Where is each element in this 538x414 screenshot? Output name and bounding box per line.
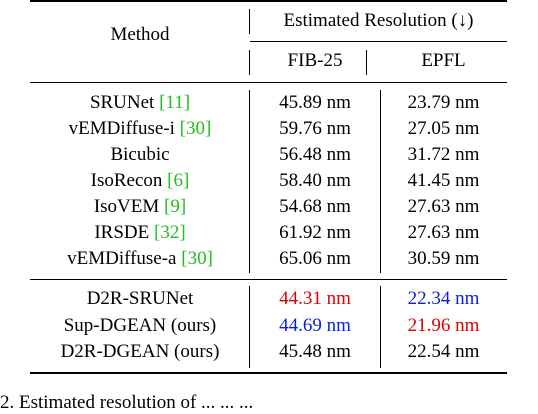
row-fib: 61.92 nm: [279, 222, 351, 243]
group-underline: [250, 41, 507, 42]
row-fib: 59.76 nm: [279, 118, 351, 139]
row-epfl: 27.63 nm: [407, 196, 480, 217]
header-method: Method: [110, 24, 170, 45]
row-epfl: 27.05 nm: [407, 118, 480, 139]
body-divider-a: [249, 90, 250, 273]
mid-rule: [30, 279, 507, 280]
ours-fib: 45.48 nm: [279, 341, 351, 362]
ours-fib: 44.31 nm: [279, 288, 351, 309]
table-caption: 2. Estimated resolution of ... ... ...: [0, 392, 254, 413]
ours-divider-b: [380, 286, 381, 368]
header-fib25: FIB-25: [287, 50, 343, 71]
row-method: IsoVEM [9]: [93, 196, 187, 217]
results-table: Method Estimated Resolution (↓) FIB-25 E…: [30, 0, 507, 380]
ours-method: D2R-DGEAN (ours): [60, 341, 220, 362]
row-epfl: 27.63 nm: [407, 222, 480, 243]
header-divider-lower: [249, 50, 250, 75]
top-rule: [30, 0, 507, 2]
row-fib: 56.48 nm: [279, 144, 351, 165]
header-col-divider: [366, 50, 367, 75]
row-fib: 45.89 nm: [279, 92, 351, 113]
row-epfl: 30.59 nm: [407, 248, 480, 269]
ours-fib: 44.69 nm: [279, 315, 351, 336]
row-epfl: 41.45 nm: [407, 170, 480, 191]
header-epfl: EPFL: [421, 50, 466, 71]
row-fib: 58.40 nm: [279, 170, 351, 191]
row-epfl: 23.79 nm: [407, 92, 480, 113]
row-fib: 54.68 nm: [279, 196, 351, 217]
row-method: vEMDiffuse-a [30]: [67, 248, 213, 269]
ours-method: Sup-DGEAN (ours): [63, 315, 217, 336]
row-epfl: 31.72 nm: [407, 144, 480, 165]
ours-epfl: 21.96 nm: [407, 315, 480, 336]
ours-epfl: 22.54 nm: [407, 341, 480, 362]
row-method: IsoRecon [6]: [90, 170, 190, 191]
row-fib: 65.06 nm: [279, 248, 351, 269]
ours-epfl: 22.34 nm: [407, 288, 480, 309]
header-divider: [249, 9, 250, 34]
ours-divider-a: [249, 286, 250, 368]
body-divider-b: [380, 90, 381, 273]
row-method: IRSDE [32]: [94, 222, 186, 243]
ours-method: D2R-SRUNet: [86, 288, 194, 309]
header-rule: [30, 82, 507, 83]
row-method: vEMDiffuse-i [30]: [68, 118, 212, 139]
bottom-rule: [30, 372, 507, 374]
header-group: Estimated Resolution (↓): [283, 10, 474, 31]
row-method: Bicubic: [110, 144, 170, 165]
row-method: SRUNet [11]: [89, 92, 191, 113]
